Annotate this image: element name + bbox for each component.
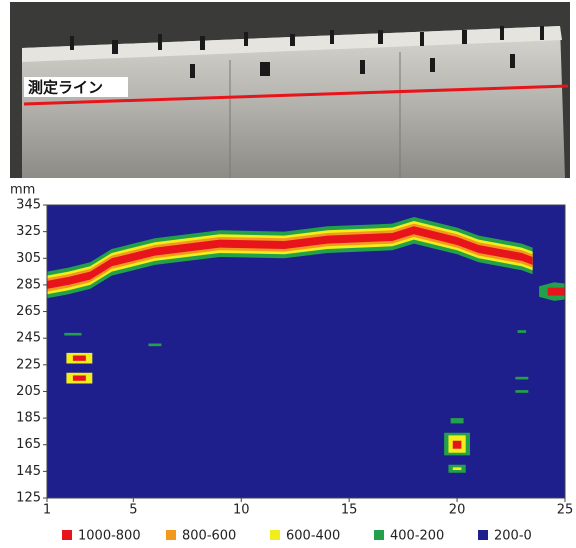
- legend-swatch: [62, 530, 72, 540]
- y-tick-label: 245: [16, 331, 41, 346]
- y-tick-label: 285: [16, 277, 41, 292]
- legend-label: 600-400: [286, 529, 340, 544]
- contour-region: [515, 377, 528, 380]
- y-tick-label: 305: [16, 251, 41, 266]
- legend-swatch: [166, 530, 176, 540]
- photo-label: 測定ライン: [28, 79, 103, 97]
- x-tick-label: 5: [129, 503, 137, 518]
- y-tick-label: 145: [16, 464, 41, 479]
- legend-label: 200-0: [494, 529, 532, 544]
- contour-region: [453, 467, 462, 470]
- x-tick-label: 1: [43, 503, 51, 518]
- legend-label: 800-600: [182, 529, 236, 544]
- contour-region: [548, 288, 565, 296]
- y-tick-label: 225: [16, 357, 41, 372]
- contour-region: [73, 375, 86, 380]
- contour-region: [518, 330, 527, 333]
- legend-label: 400-200: [390, 529, 444, 544]
- legend-swatch: [270, 530, 280, 540]
- x-tick-label: 15: [341, 503, 358, 518]
- y-tick-label: 185: [16, 411, 41, 426]
- contour-region: [73, 355, 86, 360]
- x-tick-label: 20: [449, 503, 466, 518]
- y-tick-label: 165: [16, 437, 41, 452]
- y-tick-label: 325: [16, 224, 41, 239]
- contour-region: [515, 390, 528, 393]
- legend-swatch: [478, 530, 488, 540]
- legend-label: 1000-800: [78, 529, 141, 544]
- legend-swatch: [374, 530, 384, 540]
- contour-region: [451, 418, 464, 423]
- y-tick-label: 265: [16, 304, 41, 319]
- y-tick-label: 345: [16, 198, 41, 213]
- y-tick-label: 125: [16, 491, 41, 506]
- x-tick-label: 25: [557, 503, 574, 518]
- photo: 測定ライン: [10, 2, 570, 178]
- contour-region: [64, 333, 81, 336]
- contour-region: [453, 441, 462, 449]
- x-tick-label: 10: [233, 503, 250, 518]
- contour-region: [148, 344, 161, 347]
- y-axis-unit: mm: [10, 183, 35, 198]
- y-tick-label: 205: [16, 384, 41, 399]
- page: 測定ライン mm 1251451651852052252452652853053…: [0, 0, 576, 544]
